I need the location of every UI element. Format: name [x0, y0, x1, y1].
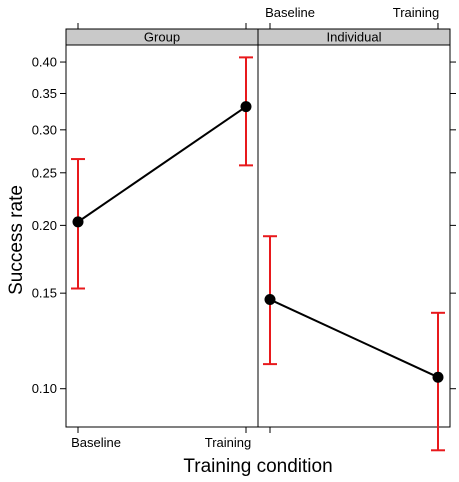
y-tick-label-3: 0.25 — [32, 165, 57, 180]
x-axis-title: Training condition — [183, 456, 332, 477]
x-tick-label-individual-0: Baseline — [265, 5, 315, 20]
panel-frame-group — [65, 44, 259, 428]
panel-frames — [65, 44, 451, 428]
series-line-individual — [269, 298, 439, 379]
strip-label-group: Group — [144, 30, 180, 45]
data-point-group-1 — [240, 101, 252, 113]
strip-label-individual: Individual — [327, 30, 382, 45]
data-marks — [71, 56, 445, 452]
strip-individual — [257, 28, 451, 46]
y-axis: 0.10 0.15 0.20 0.25 0.30 0.35 0.40 — [32, 55, 456, 396]
series-line-group — [77, 105, 247, 223]
x-tick-label-group-1: Training — [205, 435, 251, 450]
panel-strips: Group Individual — [65, 28, 451, 46]
x-axis: Baseline Training Baseline Training — [71, 5, 439, 450]
y-tick-label-4: 0.30 — [32, 122, 57, 137]
y-tick-label-0: 0.10 — [32, 381, 57, 396]
x-tick-label-group-0: Baseline — [71, 435, 121, 450]
y-tick-label-5: 0.35 — [32, 86, 57, 101]
y-axis-title: Success rate — [6, 185, 27, 295]
data-point-group-0 — [72, 216, 84, 228]
y-tick-label-6: 0.40 — [32, 55, 57, 70]
y-tick-label-1: 0.15 — [32, 286, 57, 301]
data-point-individual-1 — [432, 371, 444, 383]
y-tick-label-2: 0.20 — [32, 218, 57, 233]
data-point-individual-0 — [264, 294, 276, 306]
x-tick-label-individual-1: Training — [393, 5, 439, 20]
